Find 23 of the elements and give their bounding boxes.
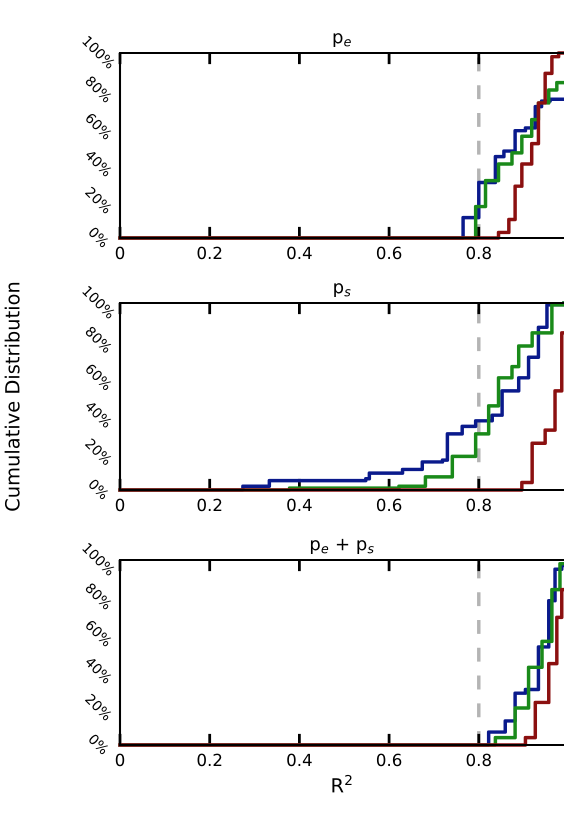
x-tick-label: 0.2 (198, 754, 222, 766)
x-tick-label: 0.6 (376, 754, 402, 766)
x-tick-label: 0.2 (198, 498, 222, 512)
y-tick-label: 0% (88, 478, 110, 500)
y-axis-title: Cumulative Distribution (4, 282, 20, 511)
x-tick-label: 0.8 (466, 498, 491, 512)
chart-title: p$_{e}$ + p$_{s}$ (310, 538, 374, 554)
x-tick-label: 0 (116, 498, 124, 512)
x-tick-label: 0.6 (376, 498, 402, 512)
x-tick-label: 0.2 (198, 246, 222, 260)
x-tick-label: 0 (116, 246, 124, 260)
x-tick-label: 0.4 (287, 754, 312, 766)
x-tick-label: 0.6 (376, 246, 402, 260)
x-tick-label: 0.4 (287, 246, 312, 260)
y-tick-label: 0% (88, 733, 110, 756)
x-tick-label: 0.8 (466, 754, 491, 766)
x-tick-label: 0.8 (466, 246, 491, 260)
x-tick-label: 0 (116, 754, 124, 766)
y-tick-label: 0% (88, 226, 110, 248)
x-tick-label: 0.4 (287, 498, 312, 512)
x-axis-title: R$^{2}$ (332, 774, 352, 792)
chart-title: p$_{s}$ (334, 283, 351, 298)
chart-title: p$_{e}$ (334, 33, 351, 48)
